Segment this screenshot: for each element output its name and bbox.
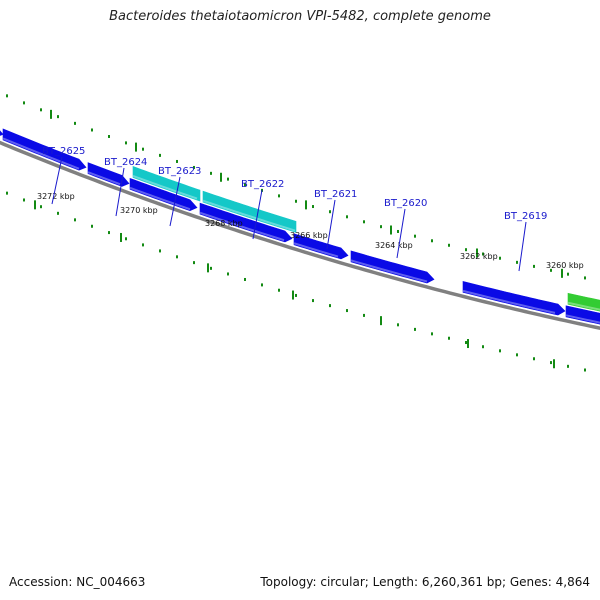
gene-feature-shading — [462, 289, 556, 314]
gene-label-leader — [115, 167, 125, 217]
gene-feature-shading — [350, 259, 428, 283]
gene-label-leader — [518, 221, 527, 272]
gene-feature — [567, 292, 600, 312]
gene-label[interactable]: BT_2624 — [104, 157, 147, 168]
gene-feature — [565, 305, 600, 325]
gene-feature — [293, 233, 349, 260]
gene-feature — [2, 128, 87, 171]
gene-label-leader — [326, 199, 336, 250]
gene-label[interactable]: BT_2621 — [314, 189, 357, 200]
gene-label[interactable]: BT_2622 — [241, 179, 284, 190]
gene-feature — [132, 166, 201, 202]
scale-label: 3264 kbp — [375, 241, 413, 250]
gene-feature-shading — [132, 175, 198, 200]
gene-label-leader — [169, 176, 181, 227]
gene-feature-shading — [2, 137, 80, 170]
gene-feature — [199, 202, 293, 243]
gene-feature — [87, 162, 130, 187]
gene-label[interactable]: BT_2625 — [42, 146, 85, 157]
gene-feature-shading — [202, 199, 296, 232]
gene-label-leader — [252, 189, 263, 240]
gene-label[interactable]: BT_2623 — [158, 166, 201, 177]
scale-label: 3270 kbp — [120, 206, 158, 215]
gene-feature-shading — [565, 314, 600, 324]
gene-label[interactable]: BT_2619 — [504, 211, 547, 222]
gene-feature — [202, 190, 297, 233]
gene-feature — [0, 130, 4, 136]
genome-backbone — [0, 140, 600, 330]
gene-feature-shading — [199, 211, 285, 242]
gene-label[interactable]: BT_2620 — [384, 198, 427, 209]
scale-label: 3262 kbp — [460, 252, 498, 261]
gene-feature — [462, 280, 566, 316]
gene-label-leader — [396, 208, 406, 259]
gene-label-leader — [51, 156, 63, 205]
gene-feature — [350, 250, 435, 284]
gene-feature-shading — [87, 171, 121, 186]
scale-label: 3266 kbp — [290, 231, 328, 240]
map-title: Bacteroides thetaiotaomicron VPI-5482, c… — [109, 9, 491, 24]
gene-feature-shading — [293, 242, 339, 258]
accession-text: Accession: NC_004663 — [9, 575, 146, 589]
gene-feature — [129, 177, 198, 212]
scale-label: 3268 kbp — [205, 219, 243, 228]
gene-feature-shading — [567, 301, 600, 311]
gene-feature-shading — [129, 186, 191, 211]
scale-label: 3260 kbp — [546, 261, 584, 270]
scale-label: 3272 kbp — [37, 192, 75, 201]
genome-summary-text: Topology: circular; Length: 6,260,361 bp… — [260, 575, 590, 589]
